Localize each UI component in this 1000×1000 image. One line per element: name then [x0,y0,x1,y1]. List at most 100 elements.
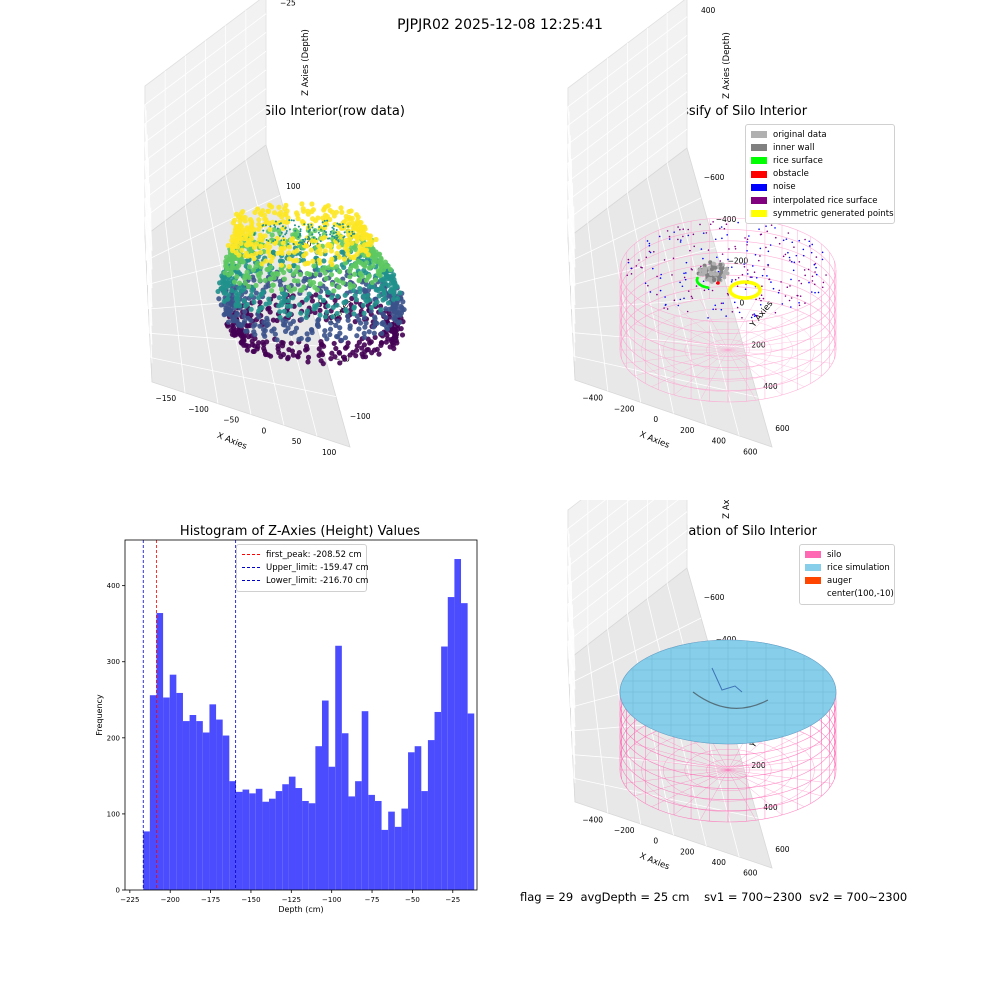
silo-floor-spoke [727,304,783,351]
data-point [270,282,276,288]
data-point [361,235,367,241]
classified-point [686,310,689,313]
data-point [288,303,294,309]
data-point [262,327,268,334]
sv1-text: sv1 = 700~2300 [704,890,802,904]
legend-item: original data [751,128,889,141]
data-point [266,305,272,311]
data-point [399,332,406,338]
classified-point [778,289,781,292]
classified-point [746,238,749,241]
classified-point [782,239,785,242]
data-point [293,268,299,275]
silo-floor-spoke [651,769,729,807]
data-point [326,219,329,222]
data-point [225,242,231,249]
data-point [281,225,284,228]
data-point [229,287,235,294]
classified-point [677,238,679,241]
data-point [267,276,273,282]
classified-point [626,274,629,277]
data-point [332,232,335,235]
data-point [265,238,268,241]
data-point [359,351,365,357]
data-point [286,346,292,353]
data-point [322,328,328,334]
histogram-bar [288,776,296,890]
classified-point [648,244,651,247]
data-point [347,323,353,329]
data-point [341,354,347,360]
classified-point [808,281,810,284]
data-point [271,326,277,332]
histogram-bar [348,796,356,890]
symmetric-point [758,287,762,291]
data-point [342,236,345,239]
data-point [351,255,357,261]
data-point [315,215,321,221]
classified-point [751,314,754,316]
data-point [244,328,250,334]
data-point [268,264,274,270]
data-point [357,248,363,254]
data-point [304,331,310,337]
data-point [269,225,272,228]
histogram-bar [394,826,402,890]
data-point [342,307,349,313]
side-gridline [567,200,576,343]
data-point [249,252,255,259]
classified-point [721,237,723,240]
data-point [363,320,369,326]
classified-point [817,291,820,294]
data-point [260,339,266,345]
data-point [299,230,302,233]
data-point [229,248,236,254]
data-point [351,311,357,317]
data-point [293,210,300,216]
y-tick-label: −200 [728,257,749,266]
classified-point [787,251,789,254]
data-point [342,226,345,229]
classified-point [744,288,747,290]
data-point [317,312,323,318]
classified-point [821,258,824,261]
histogram-bar [355,781,362,890]
data-point [226,278,233,284]
data-point [325,203,331,209]
data-point [286,256,292,262]
classified-point [748,235,750,237]
data-point [390,311,396,317]
legend-swatch [751,183,767,191]
classified-point [798,261,801,263]
data-point [273,224,276,227]
data-point [322,265,328,271]
data-point [318,338,324,345]
histogram-bar [335,645,342,890]
y-tick-label: −600 [704,173,725,182]
x-tick-label: −400 [582,816,603,825]
x-axis-label: X Axies [638,430,671,451]
data-point [258,243,264,249]
classified-point [774,311,777,314]
silo-floor-spoke [727,336,833,351]
panel3-histogram: −225 −200 −175 −150 −125 −100 −75 −50 −25 0 100 200… [95,539,478,914]
data-point [278,209,284,216]
legend-item: rice simulation [805,561,890,574]
data-point [232,217,238,223]
legend-swatch [805,577,821,585]
classified-point [786,286,789,288]
classified-point [695,285,698,287]
silo-floor-spoke [727,313,805,351]
data-point [334,310,340,317]
data-point [269,204,275,210]
data-point [280,231,283,234]
data-point [259,261,265,267]
classified-point [790,297,793,299]
data-point [366,283,372,289]
classified-point [760,294,763,297]
classified-point [791,241,794,244]
data-point [303,223,306,226]
data-point [361,314,368,321]
classified-point [746,243,748,246]
data-point [325,233,328,236]
